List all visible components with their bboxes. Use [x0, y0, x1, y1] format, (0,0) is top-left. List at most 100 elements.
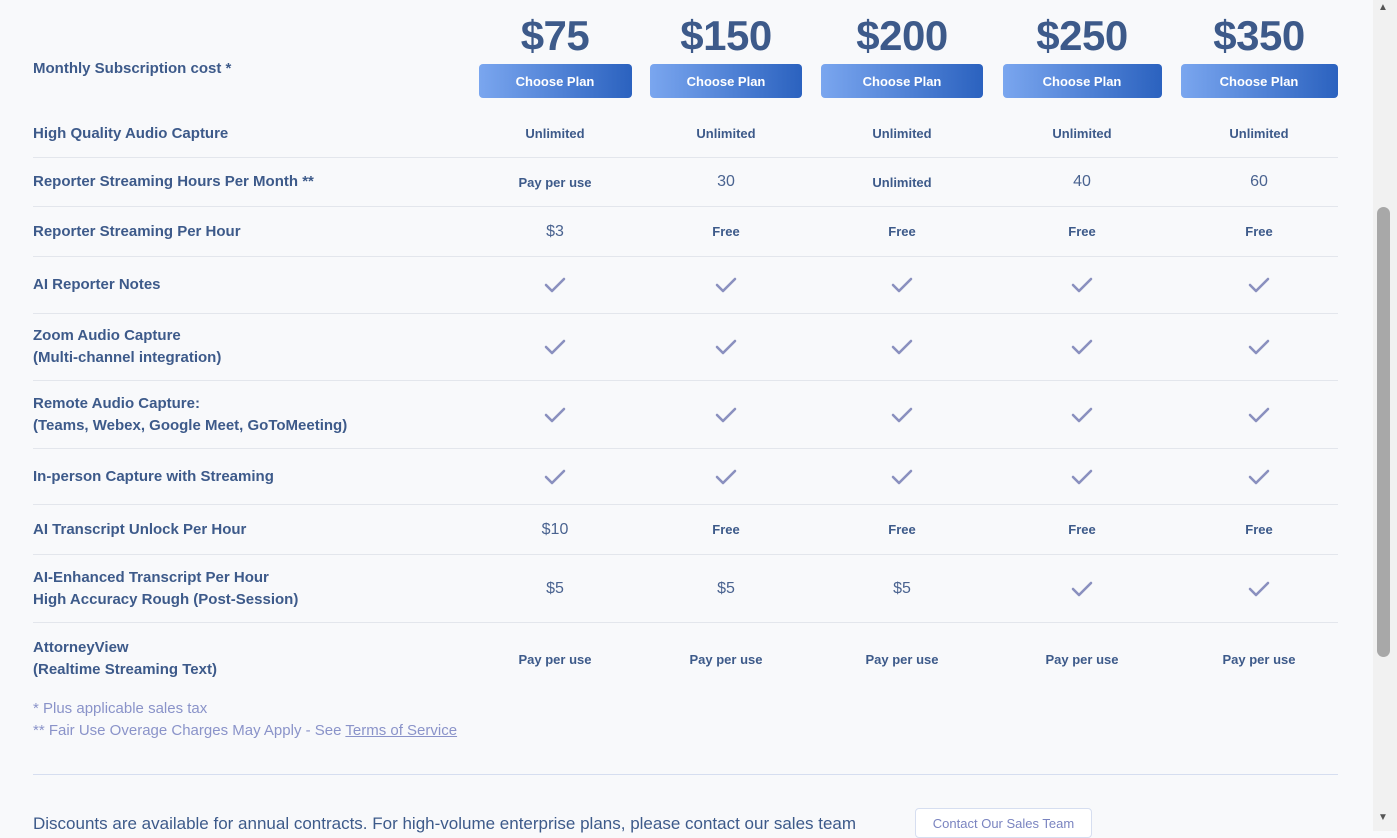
plan-column: $250 Choose Plan	[1002, 12, 1162, 98]
check-icon	[1071, 581, 1093, 596]
feature-row: In-person Capture with Streaming	[33, 449, 1338, 505]
feature-cell: Free	[1068, 224, 1096, 239]
feature-label: Zoom Audio Capture (Multi-channel integr…	[33, 327, 222, 366]
check-icon	[544, 469, 566, 484]
feature-cell: $3	[546, 222, 564, 240]
discount-text: Discounts are available for annual contr…	[33, 814, 857, 833]
feature-cell	[715, 469, 737, 485]
feature-cell	[544, 339, 566, 355]
plan-column: $200 Choose Plan	[821, 12, 983, 98]
feature-cell	[715, 407, 737, 423]
check-icon	[715, 469, 737, 484]
feature-row: AI Reporter Notes	[33, 257, 1338, 314]
feature-cell: Unlimited	[872, 126, 932, 141]
feature-cell	[1248, 581, 1270, 597]
feature-label: Reporter Streaming Per Hour	[33, 222, 241, 240]
feature-cell	[1248, 277, 1270, 293]
feature-cell: Free	[1068, 522, 1096, 537]
feature-cell	[891, 339, 913, 355]
check-icon	[1071, 277, 1093, 293]
feature-row: AttorneyView (Realtime Streaming Text) Pa…	[33, 623, 1338, 695]
plan-price: $250	[1036, 12, 1128, 59]
tax-note: * Plus applicable sales tax	[33, 700, 208, 717]
feature-cell	[1248, 469, 1270, 485]
feature-cell: 40	[1073, 173, 1091, 190]
check-icon	[1248, 277, 1270, 293]
feature-cell: Pay per use	[1045, 651, 1119, 667]
feature-cell	[1071, 469, 1093, 485]
feature-cell: Free	[712, 224, 740, 239]
terms-of-service-link[interactable]: Terms of Service	[345, 722, 458, 739]
pricing-header: Monthly Subscription cost * $75 Choose Pl…	[33, 0, 1338, 110]
feature-label: In-person Capture with Streaming	[33, 467, 274, 485]
feature-cell: Free	[1245, 522, 1273, 537]
check-icon	[544, 277, 566, 293]
feature-label: Remote Audio Capture: (Teams, Webex, Goo…	[33, 394, 348, 434]
pricing-table: Monthly Subscription cost * $75 Choose Pl…	[33, 0, 1338, 695]
choose-plan-button[interactable]: Choose Plan	[478, 64, 632, 98]
feature-cell	[1248, 407, 1270, 423]
scroll-up-icon[interactable]: ▲	[1378, 2, 1388, 13]
feature-row: Zoom Audio Capture (Multi-channel integr…	[33, 314, 1338, 381]
feature-cell: 30	[717, 173, 735, 190]
check-icon	[1071, 339, 1093, 355]
feature-cell	[1071, 407, 1093, 423]
feature-cell: Pay per use	[518, 174, 592, 190]
scrollbar[interactable]: ▲ ▼	[1373, 0, 1397, 831]
plan-price: $350	[1213, 12, 1305, 59]
check-icon	[891, 339, 913, 355]
check-icon	[1071, 469, 1093, 484]
scroll-down-icon[interactable]: ▼	[1378, 812, 1388, 823]
feature-cell: Pay per use	[1222, 651, 1296, 667]
feature-row: High Quality Audio Capture Unlimited Unlim…	[33, 110, 1338, 158]
feature-cell	[1071, 277, 1093, 293]
feature-row: AI-Enhanced Transcript Per Hour High Acc…	[33, 555, 1338, 623]
check-icon	[1248, 581, 1270, 596]
check-icon	[715, 277, 737, 293]
plan-price: $150	[680, 12, 772, 59]
scrollbar-thumb[interactable]	[1377, 207, 1390, 657]
feature-cell	[715, 339, 737, 355]
feature-cell	[544, 469, 566, 485]
feature-label: AI Transcript Unlock Per Hour	[33, 520, 247, 538]
check-icon	[1248, 339, 1270, 355]
footnotes: * Plus applicable sales tax ** Fair Use …	[33, 698, 457, 742]
plan-column: $75 Choose Plan	[478, 12, 632, 98]
feature-label: AI-Enhanced Transcript Per Hour High Acc…	[33, 568, 299, 608]
check-icon	[891, 277, 913, 293]
feature-cell: Pay per use	[865, 651, 939, 667]
feature-cell	[891, 407, 913, 423]
fair-use-note: ** Fair Use Overage Charges May Apply - …	[33, 722, 458, 739]
check-icon	[891, 469, 913, 484]
feature-cell	[1248, 339, 1270, 355]
check-icon	[715, 339, 737, 355]
feature-cell	[544, 407, 566, 423]
feature-label: AttorneyView (Realtime Streaming Text)	[33, 639, 217, 678]
feature-cell: Free	[1245, 224, 1273, 239]
feature-cell: $5	[893, 579, 911, 597]
feature-cell	[715, 277, 737, 293]
plan-column: $350 Choose Plan	[1180, 12, 1338, 98]
feature-cell	[1071, 581, 1093, 597]
feature-row: Reporter Streaming Hours Per Month ** Pay…	[33, 158, 1338, 207]
feature-label: AI Reporter Notes	[33, 276, 161, 293]
feature-cell: Pay per use	[518, 651, 592, 667]
choose-plan-button[interactable]: Choose Plan	[821, 64, 983, 98]
plan-price: $75	[520, 12, 590, 59]
choose-plan-button[interactable]: Choose Plan	[650, 64, 802, 98]
check-icon	[544, 339, 566, 355]
feature-row: AI Transcript Unlock Per Hour $10 Free Free…	[33, 505, 1338, 555]
check-icon	[1248, 407, 1270, 422]
feature-cell: $5	[546, 579, 564, 597]
feature-cell	[891, 277, 913, 293]
choose-plan-button[interactable]: Choose Plan	[1002, 64, 1162, 98]
feature-cell: Unlimited	[1052, 126, 1112, 141]
choose-plan-button[interactable]: Choose Plan	[1180, 64, 1338, 98]
feature-label: Reporter Streaming Hours Per Month **	[33, 173, 314, 190]
feature-cell: 60	[1250, 173, 1268, 190]
feature-cell: $5	[717, 579, 735, 597]
contact-sales-button[interactable]: Contact Our Sales Team	[915, 808, 1092, 838]
feature-cell: Pay per use	[689, 651, 763, 667]
feature-cell: Unlimited	[525, 126, 585, 141]
feature-cell	[544, 277, 566, 293]
